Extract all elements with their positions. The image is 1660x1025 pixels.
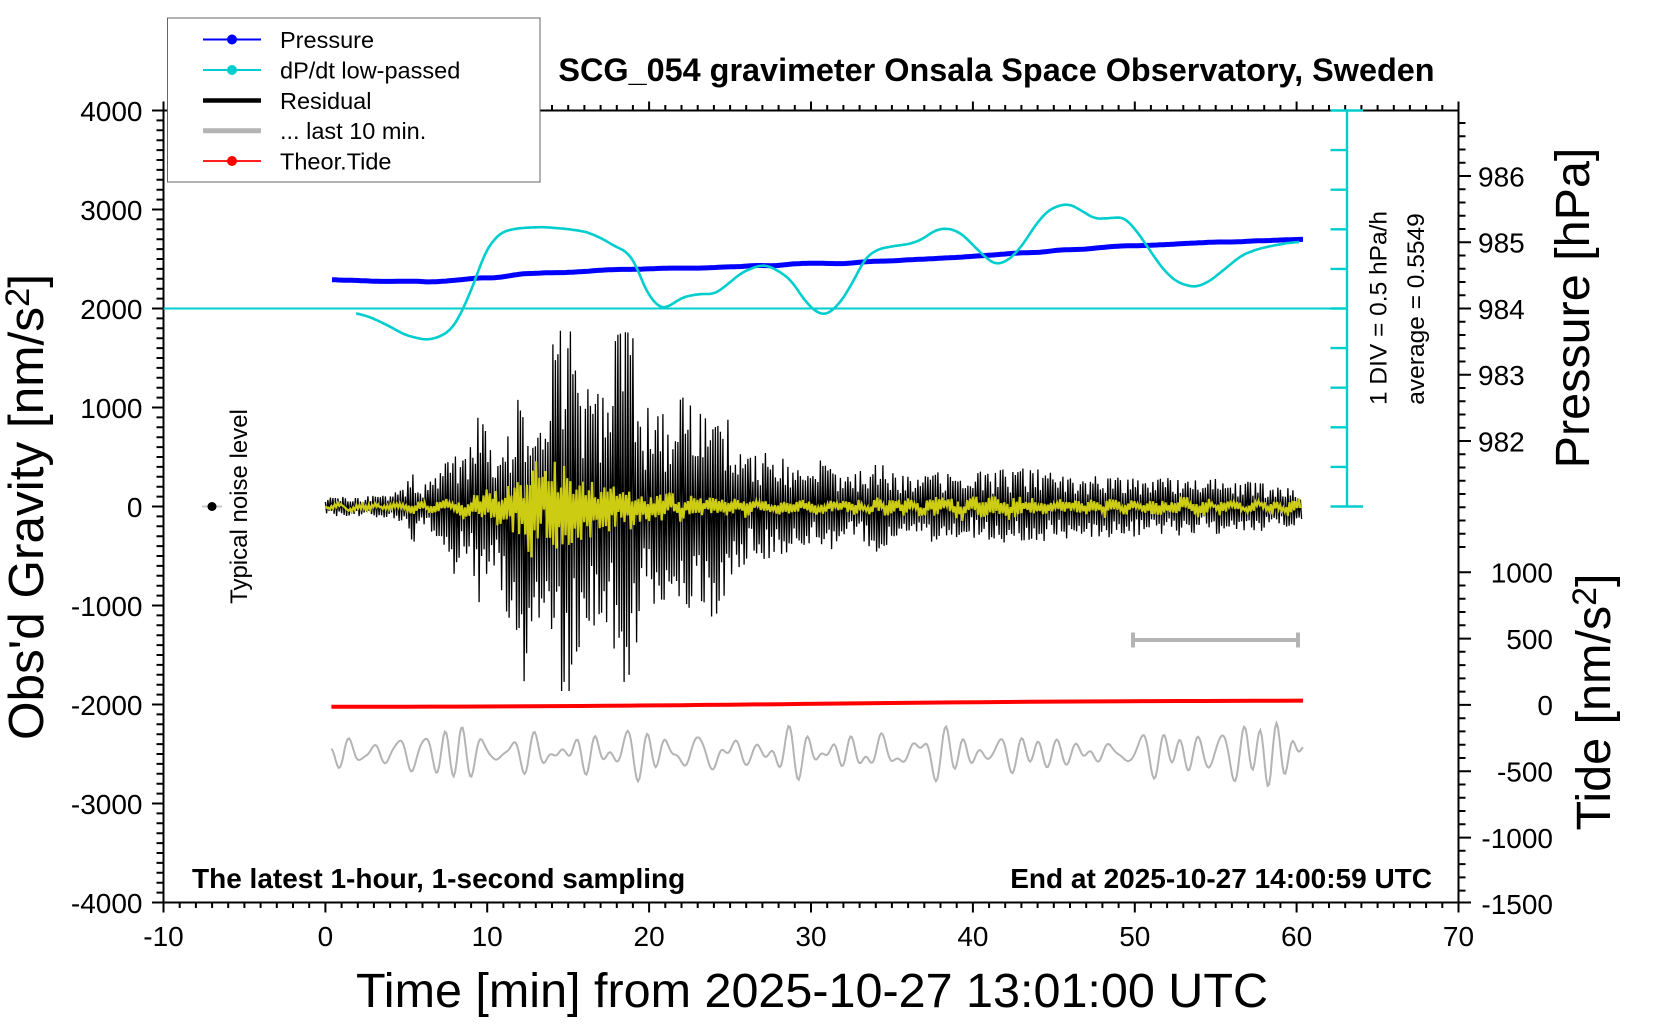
- svg-text:Theor.Tide: Theor.Tide: [280, 148, 391, 174]
- svg-text:982: 982: [1478, 426, 1525, 457]
- svg-text:-1500: -1500: [1481, 889, 1553, 920]
- svg-text:4000: 4000: [80, 96, 142, 127]
- svg-text:0: 0: [318, 921, 334, 952]
- svg-text:3000: 3000: [80, 195, 142, 226]
- svg-text:Obs'd Gravity [nm/s2]: Obs'd Gravity [nm/s2]: [0, 274, 54, 740]
- svg-text:0: 0: [127, 492, 143, 523]
- svg-text:985: 985: [1478, 228, 1525, 259]
- svg-text:-2000: -2000: [71, 690, 143, 721]
- svg-text:-1000: -1000: [1481, 823, 1553, 854]
- svg-text:0: 0: [1537, 690, 1553, 721]
- svg-text:40: 40: [957, 921, 988, 952]
- svg-text:20: 20: [634, 921, 665, 952]
- svg-text:1 DIV = 0.5 hPa/h: 1 DIV = 0.5 hPa/h: [1366, 211, 1393, 405]
- svg-text:Pressure: Pressure: [280, 27, 374, 53]
- svg-text:2000: 2000: [80, 294, 142, 325]
- svg-text:983: 983: [1478, 360, 1525, 391]
- svg-text:Tide [nm/s2]: Tide [nm/s2]: [1566, 574, 1621, 831]
- svg-text:-500: -500: [1497, 757, 1553, 788]
- svg-text:-4000: -4000: [71, 888, 143, 919]
- svg-text:50: 50: [1119, 921, 1150, 952]
- svg-text:500: 500: [1506, 624, 1553, 655]
- svg-text:30: 30: [795, 921, 826, 952]
- svg-text:1000: 1000: [1491, 558, 1553, 589]
- svg-text:Pressure [hPa]: Pressure [hPa]: [1546, 148, 1600, 469]
- svg-text:End at 2025-10-27 14:00:59 UTC: End at 2025-10-27 14:00:59 UTC: [1010, 863, 1432, 894]
- svg-text:SCG_054 gravimeter Onsala Spac: SCG_054 gravimeter Onsala Space Observat…: [558, 52, 1434, 88]
- svg-text:60: 60: [1281, 921, 1312, 952]
- svg-text:984: 984: [1478, 294, 1525, 325]
- svg-text:-3000: -3000: [71, 789, 143, 820]
- svg-text:... last 10 min.: ... last 10 min.: [280, 118, 426, 144]
- svg-text:986: 986: [1478, 161, 1525, 192]
- svg-text:Residual: Residual: [280, 88, 371, 114]
- svg-text:The latest 1-hour, 1-second sa: The latest 1-hour, 1-second sampling: [192, 863, 685, 894]
- svg-text:-10: -10: [143, 921, 183, 952]
- svg-text:average = 0.5549: average = 0.5549: [1403, 213, 1430, 404]
- svg-text:Time [min] from 2025-10-27 13:: Time [min] from 2025-10-27 13:01:00 UTC: [356, 964, 1268, 1018]
- svg-text:-1000: -1000: [71, 591, 143, 622]
- svg-text:70: 70: [1443, 921, 1474, 952]
- svg-text:dP/dt low-passed: dP/dt low-passed: [280, 57, 460, 83]
- svg-text:1000: 1000: [80, 393, 142, 424]
- svg-text:Typical noise level: Typical noise level: [226, 409, 253, 604]
- svg-text:10: 10: [472, 921, 503, 952]
